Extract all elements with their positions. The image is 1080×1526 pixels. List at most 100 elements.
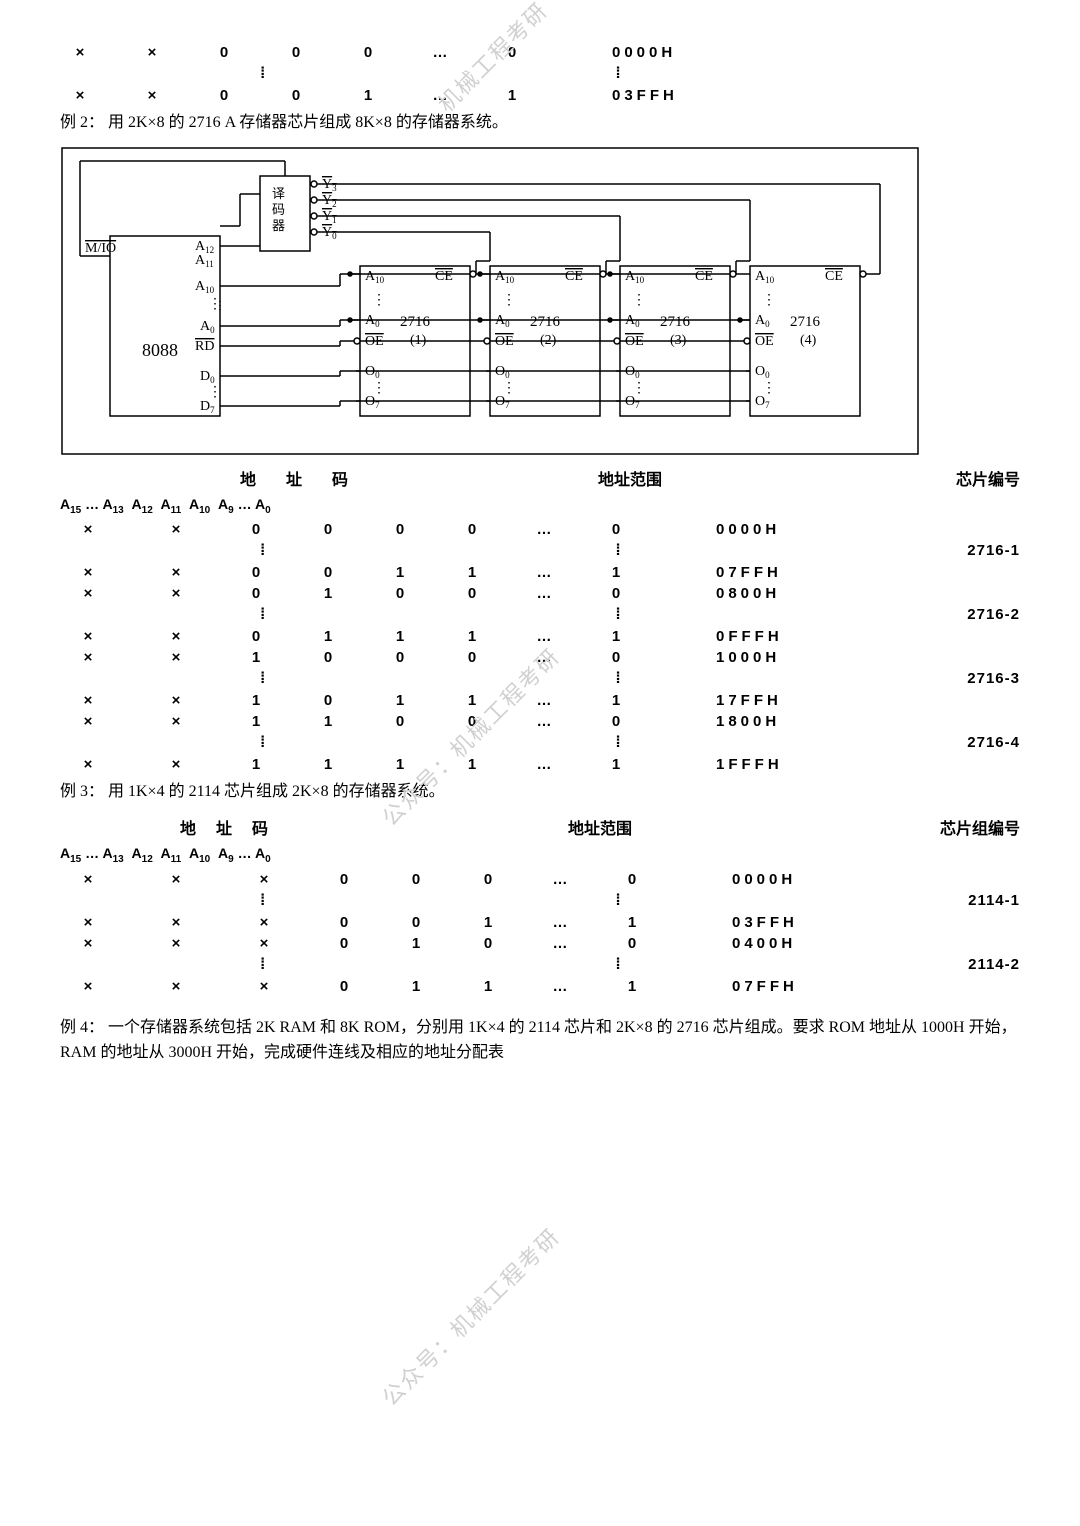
svg-text:2716: 2716: [790, 314, 821, 330]
bit: 1: [236, 692, 276, 709]
bit: 0: [308, 564, 348, 581]
addr-range: 17FFH: [716, 692, 782, 709]
bit: 0: [380, 713, 420, 730]
addr-range: 07FFH: [732, 978, 798, 995]
bit: …: [524, 585, 564, 602]
addr-row: × × 0 0 0 … 0 0000H: [60, 44, 1020, 61]
header-range: 地址范围: [598, 466, 662, 490]
bit: 0: [596, 585, 636, 602]
bit: 0: [308, 521, 348, 538]
bit: ×: [148, 628, 204, 645]
vdots-row: ⁞⁞2716-4: [60, 734, 1020, 752]
bit: ×: [60, 978, 116, 995]
bit: 1: [380, 564, 420, 581]
svg-text:2716: 2716: [660, 314, 691, 330]
bit: ×: [148, 585, 204, 602]
bit: …: [524, 756, 564, 773]
svg-text:Y2: Y2: [322, 193, 337, 209]
bit: 0: [276, 87, 316, 104]
vdots-row: ⁞⁞2114-1: [60, 892, 1020, 910]
bit: ×: [148, 871, 204, 888]
example3-text: 例 3： 用 1K×4 的 2114 芯片组成 2K×8 的存储器系统。: [60, 779, 1020, 805]
table2-body: ××0000…00000H⁞⁞2716-1××0011…107FFH××0100…: [60, 521, 1020, 773]
addr-range: 0FFFH: [716, 628, 783, 645]
header-addr: 地址码: [180, 815, 288, 839]
table2-header: 地址码 地址范围 芯片编号: [60, 466, 1020, 490]
svg-text:Y3: Y3: [322, 177, 337, 193]
svg-text:⋮: ⋮: [502, 381, 516, 396]
bit: 1: [596, 756, 636, 773]
bit: 0: [236, 521, 276, 538]
svg-text:CE: CE: [565, 269, 583, 284]
bit: 1: [380, 756, 420, 773]
addr-range: 0400H: [732, 935, 796, 952]
bit: 0: [204, 44, 244, 61]
bit: 0: [348, 44, 388, 61]
bit: ×: [60, 914, 116, 931]
bit: 0: [276, 44, 316, 61]
svg-text:OE: OE: [755, 334, 774, 349]
bit: 0: [308, 692, 348, 709]
bit: …: [540, 935, 580, 952]
bit: ×: [60, 87, 100, 104]
bit: 1: [468, 914, 508, 931]
bit: 0: [324, 978, 364, 995]
table3-body: ×××000…00000H⁞⁞2114-1×××001…103FFH×××010…: [60, 871, 1020, 995]
svg-text:器: 器: [272, 218, 285, 233]
addr-row: ××0111…10FFFH: [60, 628, 1020, 645]
bit: 1: [396, 935, 436, 952]
bit: 0: [324, 914, 364, 931]
bit: 1: [452, 692, 492, 709]
addr-row: ××0011…107FFH: [60, 564, 1020, 581]
top-address-block: × × 0 0 0 … 0 0000H ⁞⁞ × × 0 0 1 … 1 03F…: [60, 44, 1020, 104]
table3-header: 地址码 地址范围 芯片组编号: [60, 815, 1020, 839]
bit: ×: [60, 713, 116, 730]
header-chip: 芯片组编号: [940, 815, 1020, 839]
svg-text:8088: 8088: [142, 340, 178, 360]
addr-row: ×××011…107FFH: [60, 978, 1020, 995]
bit: 1: [308, 713, 348, 730]
bit: 1: [396, 978, 436, 995]
svg-text:⋮: ⋮: [372, 381, 386, 396]
svg-text:⋮: ⋮: [502, 293, 516, 308]
bit: …: [524, 521, 564, 538]
bit: …: [524, 713, 564, 730]
bit: 0: [308, 649, 348, 666]
bit: ×: [148, 521, 204, 538]
bit: 1: [612, 978, 652, 995]
bit: ×: [60, 935, 116, 952]
bit: 0: [452, 713, 492, 730]
bit: 0: [596, 649, 636, 666]
bit: …: [540, 914, 580, 931]
bit: …: [540, 871, 580, 888]
bit: ×: [148, 564, 204, 581]
addr-range: 0000H: [716, 521, 780, 538]
addr-row: ×××000…00000H: [60, 871, 1020, 888]
addr-range: 07FFH: [716, 564, 782, 581]
bit: 0: [596, 713, 636, 730]
bit: ×: [148, 914, 204, 931]
bit: …: [540, 978, 580, 995]
bit: 0: [468, 935, 508, 952]
bit: 0: [324, 871, 364, 888]
bit: 0: [492, 44, 532, 61]
svg-text:OE: OE: [365, 334, 384, 349]
svg-text:Y0: Y0: [322, 225, 337, 241]
bit: ×: [236, 935, 292, 952]
addr-row: ××1000…01000H: [60, 649, 1020, 666]
svg-text:⋮: ⋮: [762, 381, 776, 396]
addr-row: ×××010…00400H: [60, 935, 1020, 952]
bit: …: [524, 692, 564, 709]
example4-text: 例 4： 一个存储器系统包括 2K RAM 和 8K ROM，分别用 1K×4 …: [60, 1015, 1020, 1066]
bit: 1: [612, 914, 652, 931]
bit: 1: [236, 649, 276, 666]
bit: ×: [60, 756, 116, 773]
bit: ×: [148, 692, 204, 709]
bit: ×: [60, 871, 116, 888]
svg-text:2716: 2716: [530, 314, 561, 330]
bit: ×: [148, 935, 204, 952]
bit: ×: [60, 649, 116, 666]
addr-row: ××1111…11FFFH: [60, 756, 1020, 773]
bit: 0: [380, 649, 420, 666]
bit: ×: [148, 978, 204, 995]
